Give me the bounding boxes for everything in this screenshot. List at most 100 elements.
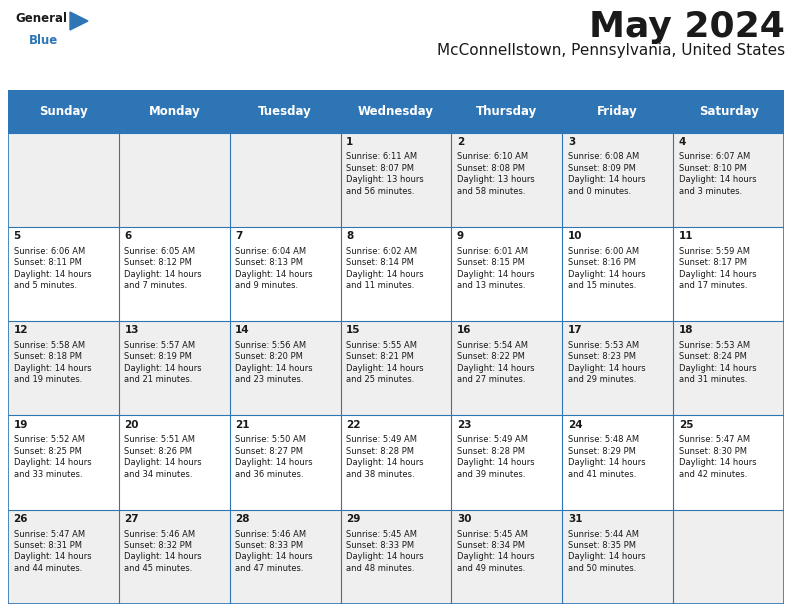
Text: Sunrise: 5:49 AM
Sunset: 8:28 PM
Daylight: 14 hours
and 38 minutes.: Sunrise: 5:49 AM Sunset: 8:28 PM Dayligh…	[346, 435, 424, 479]
Text: 14: 14	[235, 326, 250, 335]
Text: 1: 1	[346, 136, 353, 147]
Text: 30: 30	[457, 514, 471, 524]
Text: 26: 26	[13, 514, 28, 524]
Text: 7: 7	[235, 231, 242, 241]
Text: 10: 10	[568, 231, 582, 241]
Text: 4: 4	[679, 136, 686, 147]
Text: Sunrise: 5:55 AM
Sunset: 8:21 PM
Daylight: 14 hours
and 25 minutes.: Sunrise: 5:55 AM Sunset: 8:21 PM Dayligh…	[346, 341, 424, 384]
Text: 25: 25	[679, 420, 693, 430]
Bar	[8, 416, 119, 510]
Text: Sunrise: 6:05 AM
Sunset: 8:12 PM
Daylight: 14 hours
and 7 minutes.: Sunrise: 6:05 AM Sunset: 8:12 PM Dayligh…	[124, 247, 202, 290]
Text: Sunrise: 5:50 AM
Sunset: 8:27 PM
Daylight: 14 hours
and 36 minutes.: Sunrise: 5:50 AM Sunset: 8:27 PM Dayligh…	[235, 435, 313, 479]
Bar	[119, 227, 230, 321]
Bar	[451, 133, 562, 227]
Text: 12: 12	[13, 326, 28, 335]
Text: Sunrise: 6:06 AM
Sunset: 8:11 PM
Daylight: 14 hours
and 5 minutes.: Sunrise: 6:06 AM Sunset: 8:11 PM Dayligh…	[13, 247, 91, 290]
Text: Sunrise: 6:07 AM
Sunset: 8:10 PM
Daylight: 14 hours
and 3 minutes.: Sunrise: 6:07 AM Sunset: 8:10 PM Dayligh…	[679, 152, 756, 196]
Bar	[451, 227, 562, 321]
Bar	[341, 321, 451, 416]
Bar	[119, 321, 230, 416]
Text: Friday: Friday	[597, 105, 638, 118]
Bar	[119, 416, 230, 510]
Bar	[673, 227, 784, 321]
Text: 16: 16	[457, 326, 471, 335]
Text: Sunrise: 5:53 AM
Sunset: 8:24 PM
Daylight: 14 hours
and 31 minutes.: Sunrise: 5:53 AM Sunset: 8:24 PM Dayligh…	[679, 341, 756, 384]
Text: Sunrise: 5:49 AM
Sunset: 8:28 PM
Daylight: 14 hours
and 39 minutes.: Sunrise: 5:49 AM Sunset: 8:28 PM Dayligh…	[457, 435, 535, 479]
Bar	[230, 416, 341, 510]
Text: Sunrise: 5:45 AM
Sunset: 8:34 PM
Daylight: 14 hours
and 49 minutes.: Sunrise: 5:45 AM Sunset: 8:34 PM Dayligh…	[457, 529, 535, 573]
Text: Sunrise: 6:08 AM
Sunset: 8:09 PM
Daylight: 14 hours
and 0 minutes.: Sunrise: 6:08 AM Sunset: 8:09 PM Dayligh…	[568, 152, 645, 196]
Text: Sunrise: 5:58 AM
Sunset: 8:18 PM
Daylight: 14 hours
and 19 minutes.: Sunrise: 5:58 AM Sunset: 8:18 PM Dayligh…	[13, 341, 91, 384]
Text: Sunrise: 5:44 AM
Sunset: 8:35 PM
Daylight: 14 hours
and 50 minutes.: Sunrise: 5:44 AM Sunset: 8:35 PM Dayligh…	[568, 529, 645, 573]
Text: McConnellstown, Pennsylvania, United States: McConnellstown, Pennsylvania, United Sta…	[437, 43, 785, 58]
Text: Monday: Monday	[148, 105, 200, 118]
Bar	[8, 510, 119, 604]
Text: 9: 9	[457, 231, 464, 241]
Bar	[562, 227, 673, 321]
Bar	[119, 510, 230, 604]
Bar	[451, 90, 562, 133]
Text: 21: 21	[235, 420, 249, 430]
Bar	[8, 227, 119, 321]
Text: 24: 24	[568, 420, 582, 430]
Bar	[8, 133, 119, 227]
Text: Sunrise: 6:01 AM
Sunset: 8:15 PM
Daylight: 14 hours
and 13 minutes.: Sunrise: 6:01 AM Sunset: 8:15 PM Dayligh…	[457, 247, 535, 290]
Bar	[673, 90, 784, 133]
Text: 27: 27	[124, 514, 139, 524]
Text: Sunrise: 5:54 AM
Sunset: 8:22 PM
Daylight: 14 hours
and 27 minutes.: Sunrise: 5:54 AM Sunset: 8:22 PM Dayligh…	[457, 341, 535, 384]
Text: Sunrise: 5:45 AM
Sunset: 8:33 PM
Daylight: 14 hours
and 48 minutes.: Sunrise: 5:45 AM Sunset: 8:33 PM Dayligh…	[346, 529, 424, 573]
Bar	[230, 321, 341, 416]
Text: 23: 23	[457, 420, 471, 430]
Bar	[451, 321, 562, 416]
Text: 6: 6	[124, 231, 131, 241]
Text: Tuesday: Tuesday	[258, 105, 312, 118]
Text: Sunrise: 5:59 AM
Sunset: 8:17 PM
Daylight: 14 hours
and 17 minutes.: Sunrise: 5:59 AM Sunset: 8:17 PM Dayligh…	[679, 247, 756, 290]
Text: Sunrise: 5:56 AM
Sunset: 8:20 PM
Daylight: 14 hours
and 23 minutes.: Sunrise: 5:56 AM Sunset: 8:20 PM Dayligh…	[235, 341, 313, 384]
Bar	[341, 133, 451, 227]
Bar	[673, 510, 784, 604]
Text: 29: 29	[346, 514, 360, 524]
Text: Sunrise: 5:57 AM
Sunset: 8:19 PM
Daylight: 14 hours
and 21 minutes.: Sunrise: 5:57 AM Sunset: 8:19 PM Dayligh…	[124, 341, 202, 384]
Polygon shape	[70, 12, 88, 30]
Text: Saturday: Saturday	[699, 105, 759, 118]
Text: 28: 28	[235, 514, 249, 524]
Bar	[119, 133, 230, 227]
Bar	[562, 416, 673, 510]
Text: Sunrise: 5:46 AM
Sunset: 8:33 PM
Daylight: 14 hours
and 47 minutes.: Sunrise: 5:46 AM Sunset: 8:33 PM Dayligh…	[235, 529, 313, 573]
Text: Sunrise: 5:51 AM
Sunset: 8:26 PM
Daylight: 14 hours
and 34 minutes.: Sunrise: 5:51 AM Sunset: 8:26 PM Dayligh…	[124, 435, 202, 479]
Bar	[451, 416, 562, 510]
Text: Sunrise: 6:10 AM
Sunset: 8:08 PM
Daylight: 13 hours
and 58 minutes.: Sunrise: 6:10 AM Sunset: 8:08 PM Dayligh…	[457, 152, 535, 196]
Text: 20: 20	[124, 420, 139, 430]
Bar	[562, 510, 673, 604]
Text: Sunrise: 5:47 AM
Sunset: 8:30 PM
Daylight: 14 hours
and 42 minutes.: Sunrise: 5:47 AM Sunset: 8:30 PM Dayligh…	[679, 435, 756, 479]
Text: 15: 15	[346, 326, 360, 335]
Text: 2: 2	[457, 136, 464, 147]
Text: General: General	[15, 12, 67, 25]
Bar	[341, 90, 451, 133]
Text: 17: 17	[568, 326, 582, 335]
Text: Blue: Blue	[29, 34, 59, 47]
Text: May 2024: May 2024	[589, 10, 785, 44]
Text: Sunrise: 6:02 AM
Sunset: 8:14 PM
Daylight: 14 hours
and 11 minutes.: Sunrise: 6:02 AM Sunset: 8:14 PM Dayligh…	[346, 247, 424, 290]
Text: Sunrise: 5:48 AM
Sunset: 8:29 PM
Daylight: 14 hours
and 41 minutes.: Sunrise: 5:48 AM Sunset: 8:29 PM Dayligh…	[568, 435, 645, 479]
Text: 18: 18	[679, 326, 693, 335]
Bar	[341, 510, 451, 604]
Bar	[230, 227, 341, 321]
Bar	[8, 321, 119, 416]
Text: Sunrise: 6:11 AM
Sunset: 8:07 PM
Daylight: 13 hours
and 56 minutes.: Sunrise: 6:11 AM Sunset: 8:07 PM Dayligh…	[346, 152, 424, 196]
Bar	[562, 133, 673, 227]
Bar	[230, 510, 341, 604]
Text: 19: 19	[13, 420, 28, 430]
Bar	[230, 133, 341, 227]
Text: Thursday: Thursday	[476, 105, 538, 118]
Bar	[119, 90, 230, 133]
Text: Sunrise: 5:47 AM
Sunset: 8:31 PM
Daylight: 14 hours
and 44 minutes.: Sunrise: 5:47 AM Sunset: 8:31 PM Dayligh…	[13, 529, 91, 573]
Text: 31: 31	[568, 514, 582, 524]
Text: Sunrise: 6:00 AM
Sunset: 8:16 PM
Daylight: 14 hours
and 15 minutes.: Sunrise: 6:00 AM Sunset: 8:16 PM Dayligh…	[568, 247, 645, 290]
Text: Sunrise: 5:52 AM
Sunset: 8:25 PM
Daylight: 14 hours
and 33 minutes.: Sunrise: 5:52 AM Sunset: 8:25 PM Dayligh…	[13, 435, 91, 479]
Bar	[673, 321, 784, 416]
Text: 5: 5	[13, 231, 21, 241]
Bar	[562, 90, 673, 133]
Bar	[451, 510, 562, 604]
Text: Wednesday: Wednesday	[358, 105, 434, 118]
